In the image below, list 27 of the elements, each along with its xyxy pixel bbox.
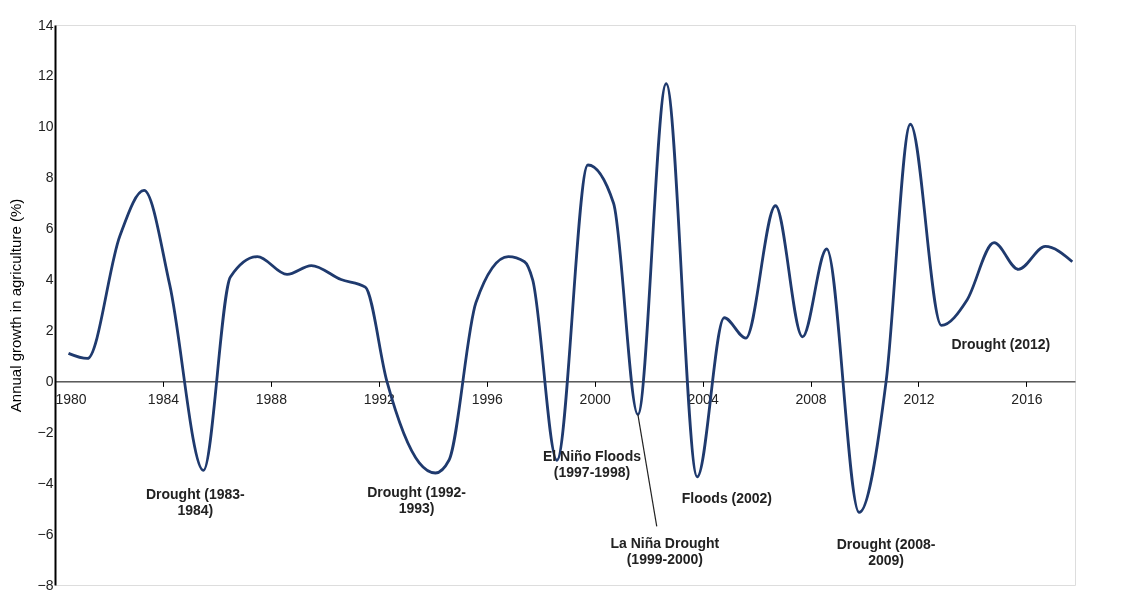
y-tick-label: 12 [37,67,54,84]
y-axis-title: Annual growth in agriculture (%) [6,198,24,413]
x-tick-label: 1988 [255,390,288,407]
x-tick-label: 2012 [903,390,935,407]
annotation: La Niña Drought (1999-2000) [610,534,720,567]
x-tick-label: 2000 [579,390,611,407]
x-tick-label: 1984 [147,390,180,407]
y-tick-label: 4 [45,271,54,288]
x-tick-label: 2016 [1011,390,1043,407]
y-tick-label: −4 [37,474,54,491]
annotation: El Niño Floods (1997-1998) [542,448,642,481]
x-tick-label: 2008 [795,390,827,407]
y-tick-label: −6 [37,525,54,542]
y-tick-label: 10 [37,118,54,135]
y-tick-label: −8 [37,576,54,593]
y-tick-label: −2 [37,423,54,440]
y-tick-label: 2 [45,321,54,338]
y-tick-label: 14 [37,16,54,33]
annotation: Floods (2002) [681,490,773,507]
annotation: Drought (1992- 1993) [367,483,467,516]
x-tick-label: 1996 [471,390,504,407]
y-tick-label: 8 [45,169,54,186]
annotation: Drought (2008- 2009) [836,535,936,568]
y-tick-label: 0 [45,372,54,389]
y-tick-label: 6 [45,220,54,237]
annotation: Drought (2012) [951,336,1051,353]
annotation: Drought (1983- 1984) [145,486,246,519]
